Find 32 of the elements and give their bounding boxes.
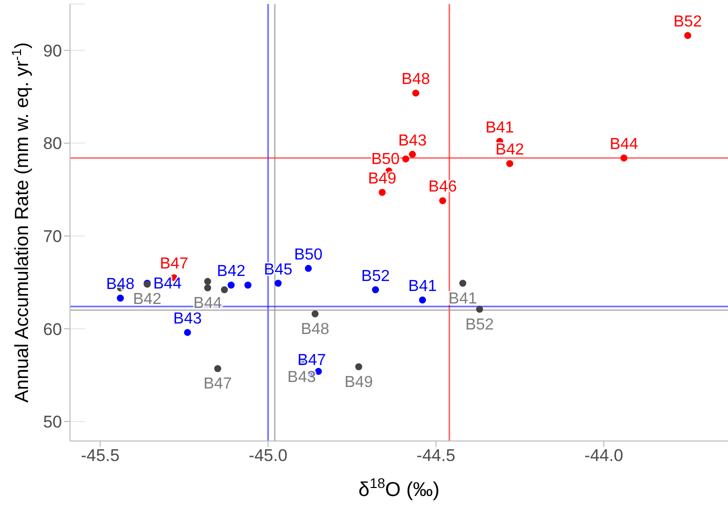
data-label: B42: [496, 142, 524, 159]
data-label: B50: [294, 246, 323, 264]
data-label: B47: [297, 352, 326, 370]
x-tick-label: -44.0: [584, 446, 624, 466]
data-label: B44: [610, 136, 638, 154]
data-label: B42: [132, 291, 162, 308]
data-label: B49: [344, 374, 374, 391]
data-label: B47: [203, 376, 232, 393]
data-label: B52: [465, 316, 494, 334]
data-label: B48: [402, 71, 430, 88]
x-axis-title: δ$^{18}$O (‰): [358, 475, 440, 501]
data-label: B52: [673, 14, 702, 31]
data-label: B41: [408, 278, 437, 295]
data-label: B44: [153, 275, 182, 292]
data-label: B43: [398, 132, 427, 150]
data-label: B48: [300, 320, 330, 338]
data-label: B43: [173, 310, 202, 328]
x-tick-label: -45.5: [80, 446, 120, 466]
data-label: B42: [216, 263, 246, 280]
y-tick-label: 60: [43, 320, 62, 339]
y-tick-label: 80: [43, 134, 62, 154]
x-tick-label: -45.0: [248, 446, 288, 466]
data-label: B52: [361, 268, 390, 285]
data-label: B43: [287, 369, 316, 386]
y-tick-label: 90: [43, 41, 62, 60]
y-tick-label: 50: [43, 412, 62, 432]
data-label: B49: [368, 170, 397, 188]
data-label: B47: [160, 256, 188, 273]
data-label: B41: [485, 119, 514, 136]
y-tick-label: 70: [43, 226, 62, 246]
x-tick-label: -44.5: [416, 446, 456, 466]
data-label: B48: [106, 276, 135, 294]
